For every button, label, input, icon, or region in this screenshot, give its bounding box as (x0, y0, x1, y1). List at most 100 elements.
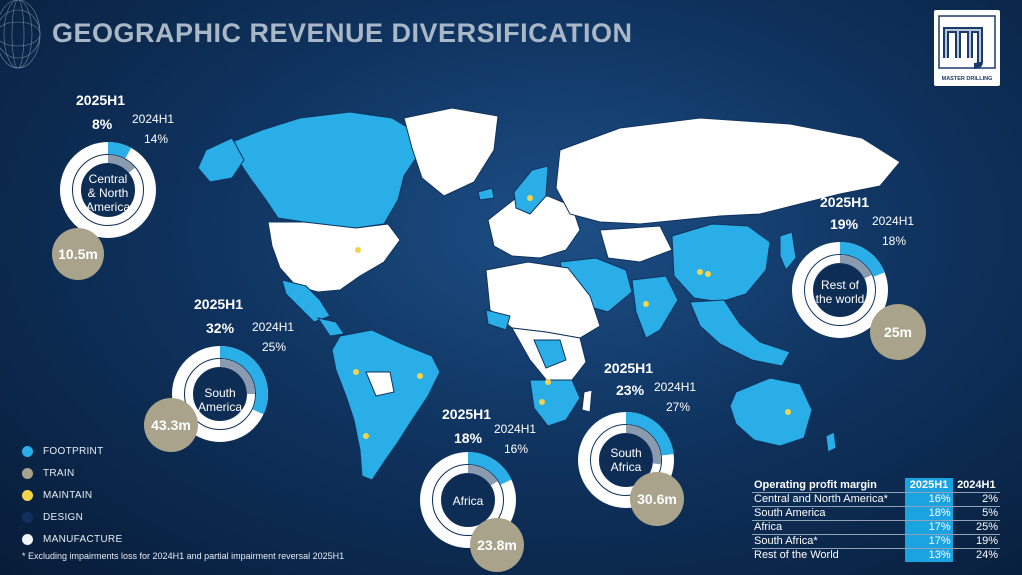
period-prior-label: 2024H1 (132, 112, 175, 126)
map-new-zealand (825, 431, 837, 453)
period-current-label: 2025H1 (820, 194, 870, 210)
region-name: South America (197, 386, 242, 414)
row-value-2024h1: 25% (952, 520, 1000, 535)
donut-center (600, 434, 652, 486)
donut-chart (172, 346, 268, 442)
row-label: Rest of the World (752, 548, 906, 562)
maintain-dot (643, 301, 649, 307)
row-label: South America (752, 506, 906, 521)
globe-wireframe-decoration (0, 0, 41, 69)
maintain-dot (527, 195, 533, 201)
map-greenland (403, 107, 499, 197)
region-name: Africa (452, 494, 484, 508)
logo-mark-icon (938, 15, 996, 69)
region-south-america: 2025H1 32% 2024H1 25% South America 43.3m (144, 294, 294, 454)
row-value-2024h1: 24% (952, 548, 1000, 562)
maintain-dot (697, 269, 703, 275)
period-current-label: 2025H1 (194, 296, 244, 312)
period-prior-label: 2024H1 (494, 422, 537, 436)
pct-current: 23% (616, 382, 645, 398)
map-west-africa (485, 309, 511, 331)
legend-swatch (22, 511, 33, 523)
donut-chart (792, 242, 888, 338)
map-central-asia (599, 225, 673, 263)
donut-center (442, 474, 494, 526)
map-southern-africa (529, 379, 581, 427)
table-header-label: Operating profit margin (754, 479, 877, 491)
table-row: South America 18% 5% (752, 506, 1000, 521)
table-row: Rest of the World 13% 24% (752, 548, 1000, 562)
region-rest-of-world: 2025H1 19% 2024H1 18% Rest of the world 2… (786, 192, 946, 372)
period-prior-label: 2024H1 (872, 214, 915, 228)
operating-profit-margin-table: Operating profit margin 2025H1 2024H1 Ce… (752, 478, 1000, 562)
map-usa (267, 221, 401, 293)
legend-item-design: DESIGN (22, 506, 122, 528)
pct-current: 32% (206, 320, 235, 336)
maintain-dot (705, 271, 711, 277)
donut-current-arc (839, 242, 885, 278)
map-south-america (331, 329, 441, 481)
row-value-2025h1: 17% (905, 520, 953, 535)
legend-label: FOOTPRINT (43, 445, 104, 457)
donut-prior-arc (467, 465, 498, 486)
donut-prior-arc (625, 425, 661, 465)
row-value-2025h1: 17% (905, 534, 953, 549)
period-current-label: 2025H1 (604, 360, 654, 376)
row-value-2024h1: 5% (952, 506, 1000, 521)
table-header-2025h1: 2025H1 (905, 478, 953, 493)
table-row: South Africa* 17% 19% (752, 534, 1000, 549)
legend-item-footprint: FOOTPRINT (22, 440, 122, 462)
donut-center (194, 368, 246, 420)
legend-swatch (22, 445, 33, 457)
region-name: South Africa (610, 446, 642, 474)
map-australia (729, 377, 813, 447)
maintain-dot (363, 433, 369, 439)
region-central-north-america: 2025H1 8% 2024H1 14% Central & North Ameri… (46, 92, 174, 280)
map-japan (779, 231, 797, 271)
period-prior-label: 2024H1 (252, 320, 295, 334)
row-value-2024h1: 19% (952, 534, 1000, 549)
map-drc (533, 339, 567, 369)
map-iceland (477, 187, 495, 201)
region-south-africa: 2025H1 23% 2024H1 27% South Africa 30.6m (572, 356, 722, 526)
revenue-amount-badge: 43.3m (144, 398, 198, 452)
pct-current: 19% (830, 216, 859, 232)
map-bolivia (365, 371, 395, 397)
period-current-label: 2025H1 (76, 92, 126, 108)
table-row: Central and North America* 16% 2% (752, 492, 1000, 507)
pct-prior: 16% (504, 442, 529, 456)
pct-current: 8% (92, 116, 113, 132)
row-value-2025h1: 13% (905, 548, 953, 562)
donut-center (82, 164, 134, 216)
map-russia (555, 117, 901, 225)
maintain-dot (545, 379, 551, 385)
map-madagascar (581, 389, 593, 413)
legend-item-maintain: MAINTAIN (22, 484, 122, 506)
region-name: Central & North America (85, 172, 130, 214)
map-canada (231, 111, 421, 229)
donut-current-arc (467, 452, 512, 485)
donut-center (814, 264, 866, 316)
legend-label: TRAIN (43, 467, 75, 479)
legend-label: MAINTAIN (43, 489, 93, 501)
donut-prior-arc (107, 155, 135, 173)
table-row: Africa 17% 25% (752, 520, 1000, 535)
period-prior-label: 2024H1 (654, 380, 697, 394)
legend-swatch (22, 467, 33, 479)
footnote: * Excluding impairments loss for 2024H1 … (22, 551, 345, 561)
legend-swatch (22, 533, 33, 545)
legend-swatch (22, 489, 33, 501)
row-value-2025h1: 16% (905, 492, 953, 507)
legend-label: DESIGN (43, 511, 84, 523)
maintain-dot (417, 373, 423, 379)
map-scandinavia (513, 165, 549, 215)
map-southeast-asia (689, 299, 791, 367)
page-title: GEOGRAPHIC REVENUE DIVERSIFICATION (52, 18, 633, 48)
maintain-dot (353, 369, 359, 375)
region-name: Rest of the world (815, 278, 865, 306)
map-china (671, 223, 771, 303)
maintain-dot (539, 399, 545, 405)
row-label: Africa (752, 520, 906, 535)
donut-current-arc (625, 412, 674, 456)
